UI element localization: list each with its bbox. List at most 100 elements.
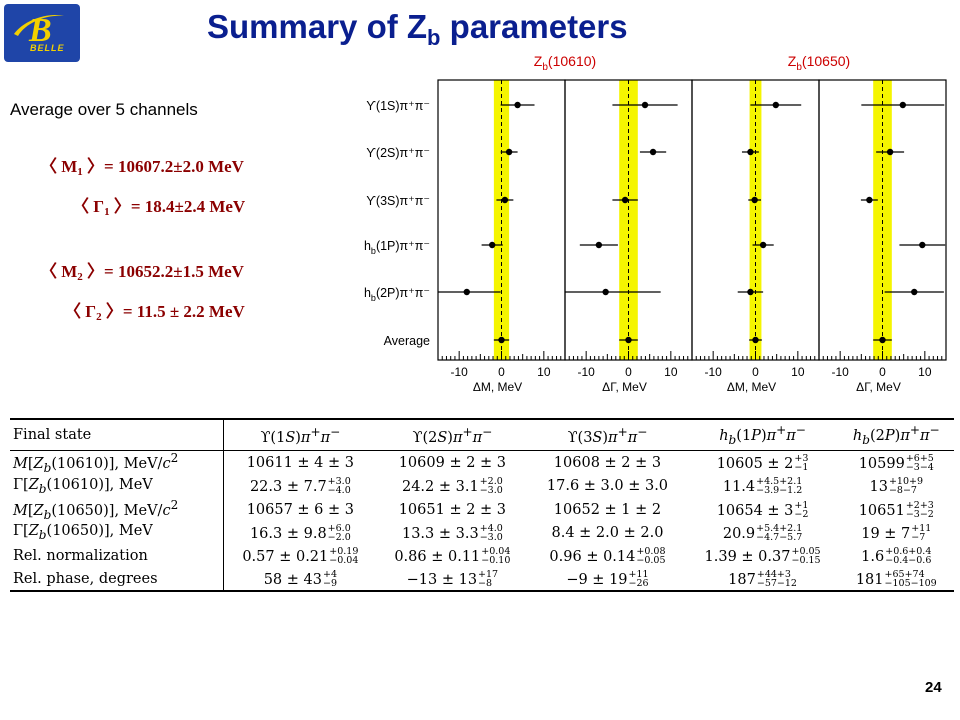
group-title-0: Zb(10610) — [534, 53, 596, 73]
tick-label: -10 — [450, 365, 468, 379]
row-label-4: hb(2P)π⁺π⁻ — [364, 286, 430, 303]
data-point — [488, 241, 496, 249]
table-cell: 10657 ± 6 ± 3 — [223, 497, 377, 522]
tick-label: 0 — [625, 365, 632, 379]
data-point — [649, 148, 657, 156]
row-label: Γ[Zb(10610)], MeV — [13, 476, 153, 496]
belle-logo-text: BELLE — [30, 43, 65, 53]
x-axis-label: ΔΓ, MeV — [602, 380, 647, 394]
data-point — [625, 336, 632, 344]
table-row: M[Zb(10610)], MeV/c2 10611 ± 4 ± 3 10609 ±… — [10, 450, 954, 475]
parameters-table: Final state ϒ(1S)π+π− ϒ(2S)π+π− ϒ(3S)π+π− hb… — [10, 418, 954, 592]
x-axis-label: ΔM, MeV — [727, 380, 776, 394]
data-point — [747, 288, 754, 296]
row-label: M[Zb(10610)], MeV/c2 — [13, 451, 179, 475]
page-title: Summary of Zb parameters — [207, 8, 628, 50]
tick-label: 10 — [918, 365, 932, 379]
table-cell: 0.86 ± 0.11 +0.04 −0.10 — [394, 545, 511, 566]
table-cell: 10599 +6+5 −3−4 — [858, 452, 934, 473]
table-cell: 13 +10+9 −8−7 — [869, 476, 924, 497]
table-header-cell: hb(1P)π+π− — [686, 419, 839, 451]
data-point — [751, 196, 758, 204]
table-header-cell: Final state — [10, 419, 224, 451]
data-point — [911, 288, 918, 296]
table-cell: 11.4 +4.5+2.1 −3.9−1.2 — [722, 476, 803, 497]
average-mass-1: 〈 M1 〉= 10607.2±2.0 MeV — [40, 157, 244, 178]
table-cell: 0.96 ± 0.14 +0.08 −0.05 — [549, 545, 666, 566]
average-mass-2: 〈 M2 〉= 10652.2±1.5 MeV — [40, 262, 244, 283]
panel-2: -10 0 10 ΔM, MeV — [691, 79, 820, 394]
row-label: Γ[Zb(10650)], MeV — [13, 523, 153, 543]
tick-label: -10 — [704, 365, 722, 379]
data-point — [602, 288, 609, 296]
table-header-cell: ϒ(1S)π+π− — [223, 419, 377, 451]
table-row: M[Zb(10650)], MeV/c2 10657 ± 6 ± 3 10651 ±… — [10, 497, 954, 522]
data-point — [498, 336, 505, 344]
table-cell: 13.3 ± 3.3 +4.0 −3.0 — [401, 522, 503, 543]
table-cell: 20.9 +5.4+2.1 −4.7−5.7 — [722, 522, 803, 543]
tick-label: 10 — [791, 365, 805, 379]
data-point — [752, 336, 759, 344]
table-cell: 10605 ± 2 +3 −1 — [716, 452, 809, 473]
row-label: Rel. phase, degrees — [13, 570, 158, 587]
table-header-cell: ϒ(2S)π+π− — [376, 419, 529, 451]
table-cell: 10652 ± 1 ± 2 — [553, 501, 662, 518]
table-cell: 181 +65+74 −105−109 — [855, 568, 937, 589]
data-point — [595, 241, 603, 249]
table-body: M[Zb(10610)], MeV/c2 10611 ± 4 ± 3 10609 ±… — [10, 450, 954, 592]
table-cell: −9 ± 19 +11 −26 — [566, 568, 649, 589]
table-cell: 8.4 ± 2.0 ± 2.0 — [551, 524, 664, 541]
data-point — [747, 148, 754, 156]
table-cell: 19 ± 7 +11 −7 — [861, 522, 932, 543]
page-number: 24 — [925, 679, 942, 696]
row-label: M[Zb(10650)], MeV/c2 — [13, 497, 179, 522]
row-label-5: Average — [384, 334, 430, 348]
table-cell: 1.39 ± 0.37 +0.05 −0.15 — [704, 545, 821, 566]
data-point — [759, 241, 767, 249]
average-width-1: 〈 Γ1 〉= 18.4±2.4 MeV — [72, 197, 246, 218]
subtitle: Average over 5 channels — [10, 100, 198, 119]
tick-label: 0 — [752, 365, 759, 379]
table-cell: 10609 ± 2 ± 3 — [398, 454, 507, 471]
table-cell: 1.6 +0.6+0.4 −0.4−0.6 — [861, 545, 932, 566]
tick-label: -10 — [577, 365, 595, 379]
row-label-2: ϒ(3S)π⁺π⁻ — [366, 194, 430, 208]
x-axis-label: ΔM, MeV — [473, 380, 522, 394]
table-cell: 24.2 ± 3.1 +2.0 −3.0 — [401, 476, 503, 497]
average-width-2: 〈 Γ2 〉= 11.5 ± 2.2 MeV — [64, 302, 245, 323]
table-cell: 10654 ± 3 +1 −2 — [716, 499, 809, 520]
table-row: Rel. normalization 0.57 ± 0.21 +0.19 −0.04 0… — [10, 544, 954, 568]
table-cell: 10651 +2+3 −3−2 — [858, 499, 934, 520]
table-cell: 0.57 ± 0.21 +0.19 −0.04 — [223, 544, 377, 568]
table-cell: 58 ± 43 +4 −9 — [223, 567, 377, 592]
tick-label: 10 — [664, 365, 678, 379]
panel-0: -10 0 10 ΔM, MeV — [437, 79, 566, 394]
panel-3: -10 0 10 ΔΓ, MeV — [818, 79, 947, 394]
row-label: Rel. normalization — [13, 547, 148, 564]
table-row: Γ[Zb(10650)], MeV 16.3 ± 9.8 +6.0 −2.0 13.3 … — [10, 521, 954, 545]
data-point — [463, 288, 470, 296]
data-point — [501, 196, 509, 204]
table-row: Γ[Zb(10610)], MeV 22.3 ± 7.7 +3.0 −4.0 24.2 … — [10, 474, 954, 498]
row-label-3: hb(1P)π⁺π⁻ — [364, 239, 430, 256]
panel-1: -10 0 10 ΔΓ, MeV — [564, 79, 693, 394]
data-point — [886, 148, 894, 156]
belle-logo: B BELLE — [4, 4, 80, 62]
parameter-comparison-plot: ϒ(1S)π⁺π⁻ ϒ(2S)π⁺π⁻ ϒ(3S)π⁺π⁻ hb(1P)π⁺π⁻ hb(… — [364, 53, 947, 394]
row-label-0: ϒ(1S)π⁺π⁻ — [366, 99, 430, 113]
group-title-1: Zb(10650) — [788, 53, 850, 73]
table-cell: 22.3 ± 7.7 +3.0 −4.0 — [223, 474, 377, 498]
data-point — [621, 196, 629, 204]
table-cell: 10611 ± 4 ± 3 — [223, 450, 377, 475]
table-header-row: Final state ϒ(1S)π+π− ϒ(2S)π+π− ϒ(3S)π+π− hb… — [10, 419, 954, 451]
table-header-cell: hb(2P)π+π− — [838, 419, 954, 451]
table-header-cell: ϒ(3S)π+π− — [528, 419, 687, 451]
table-row: Rel. phase, degrees 58 ± 43 +4 −9 −13 ± 13 +1… — [10, 567, 954, 592]
data-point — [919, 241, 926, 249]
data-point — [514, 101, 521, 109]
data-point — [879, 336, 886, 344]
svg-text:B: B — [28, 12, 52, 49]
table-cell: 10608 ± 2 ± 3 — [553, 454, 662, 471]
data-point — [641, 101, 649, 109]
tick-label: -10 — [831, 365, 849, 379]
